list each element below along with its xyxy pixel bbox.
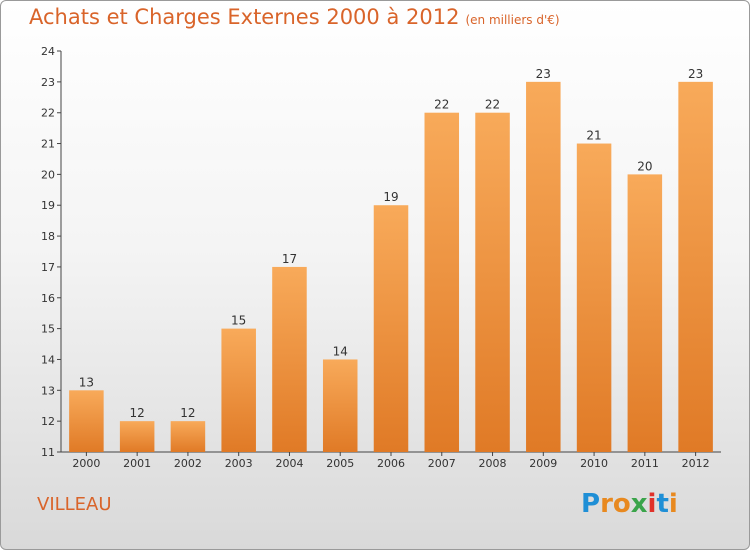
data-label: 21 xyxy=(586,129,601,143)
y-tick-label: 23 xyxy=(41,76,55,89)
bar xyxy=(170,421,206,452)
y-tick-label: 14 xyxy=(41,353,55,366)
data-label: 12 xyxy=(180,406,195,420)
y-tick-label: 19 xyxy=(41,199,55,212)
x-axis: 2000 2001 2002 2003 2004 2005 2006 2007 2008 2009… xyxy=(61,451,721,470)
proxiti-logo: Proxiti xyxy=(581,489,678,519)
y-tick-label: 12 xyxy=(41,415,55,428)
x-tick-label: 2000 xyxy=(72,457,100,470)
bar xyxy=(373,205,409,452)
data-label: 14 xyxy=(333,344,348,358)
bar xyxy=(627,174,663,452)
logo-letter: i xyxy=(647,489,657,519)
x-tick-label: 2004 xyxy=(275,457,303,470)
chart-subtitle: (en milliers d'€) xyxy=(465,13,560,27)
x-tick-label: 2006 xyxy=(377,457,405,470)
x-tick-label: 2001 xyxy=(123,457,151,470)
logo-letter: x xyxy=(630,489,648,519)
x-tick-label: 2002 xyxy=(174,457,202,470)
bar xyxy=(69,390,104,452)
logo-letter: i xyxy=(668,489,678,519)
logo-letter: r xyxy=(600,489,613,519)
data-label: 15 xyxy=(231,314,246,328)
chart-title: Achats et Charges Externes 2000 à 2012 (e… xyxy=(29,5,560,29)
logo-letter: o xyxy=(612,489,631,519)
bar xyxy=(272,266,307,452)
data-label: 17 xyxy=(282,252,297,266)
data-label: 20 xyxy=(637,159,652,173)
y-tick-label: 11 xyxy=(41,446,55,459)
x-tick-label: 2008 xyxy=(479,457,507,470)
bar xyxy=(221,328,256,452)
y-tick-label: 21 xyxy=(41,138,55,151)
data-label: 13 xyxy=(79,375,94,389)
bar xyxy=(678,81,713,452)
location-label: VILLEAU xyxy=(37,494,112,515)
data-label: 22 xyxy=(485,98,500,112)
y-tick-label: 17 xyxy=(41,261,55,274)
y-tick-label: 22 xyxy=(41,107,55,120)
y-tick-label: 13 xyxy=(41,384,55,397)
x-tick-label: 2010 xyxy=(580,457,608,470)
bars: 13 12 12 15 17 14 19 22 22 23 21 20 23 xyxy=(69,67,713,453)
bar xyxy=(322,359,358,452)
x-tick-label: 2003 xyxy=(225,457,253,470)
x-tick-label: 2012 xyxy=(682,457,710,470)
y-tick-label: 16 xyxy=(41,292,55,305)
data-label: 22 xyxy=(434,98,449,112)
logo-letter: P xyxy=(581,489,601,519)
y-tick-label: 20 xyxy=(41,168,55,181)
title-text: Achats et Charges Externes 2000 à 2012 xyxy=(29,5,460,29)
bar xyxy=(424,112,460,452)
x-tick-label: 2011 xyxy=(631,457,659,470)
bar xyxy=(475,112,510,452)
data-label: 12 xyxy=(130,406,145,420)
y-tick-label: 15 xyxy=(41,323,55,336)
bar xyxy=(119,421,155,452)
data-label: 19 xyxy=(383,190,398,204)
x-tick-label: 2005 xyxy=(326,457,354,470)
logo-letter: t xyxy=(656,489,669,519)
x-tick-label: 2009 xyxy=(529,457,557,470)
data-label: 23 xyxy=(688,67,703,81)
bar xyxy=(526,81,561,452)
y-tick-label: 24 xyxy=(41,45,55,58)
x-tick-label: 2007 xyxy=(428,457,456,470)
bar xyxy=(576,143,612,453)
y-axis: 11 12 13 14 15 16 17 18 19 20 21 22 23 24 xyxy=(41,45,62,459)
data-label: 23 xyxy=(536,67,551,81)
y-tick-label: 18 xyxy=(41,230,55,243)
